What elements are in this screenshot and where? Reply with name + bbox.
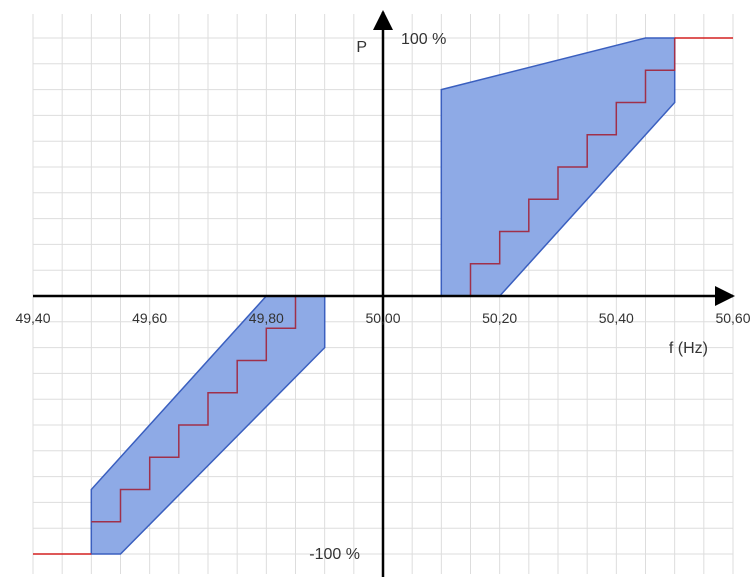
- y-tick-label-min: -100 %: [309, 546, 360, 563]
- x-tick-label: 50,00: [365, 310, 400, 326]
- y-tick-labels: 100 % -100 %: [309, 31, 446, 563]
- y-tick-label-max: 100 %: [401, 31, 446, 48]
- x-tick-label: 49,40: [15, 310, 50, 326]
- x-tick-label: 49,80: [249, 310, 284, 326]
- x-tick-label: 50,20: [482, 310, 517, 326]
- x-axis-label: f (Hz): [669, 340, 708, 357]
- step-line-1: [469, 38, 676, 296]
- axes: [33, 10, 735, 577]
- x-tick-label: 50,40: [599, 310, 634, 326]
- x-tick-labels: 49,40 49,60 49,80 50,00 50,20 50,40 50,60: [15, 310, 750, 326]
- y-axis-label: P: [356, 39, 367, 56]
- x-tick-label: 49,60: [132, 310, 167, 326]
- step-line-2: [91, 296, 297, 523]
- series-lines: [33, 37, 733, 555]
- x-tick-label: 50,60: [715, 310, 750, 326]
